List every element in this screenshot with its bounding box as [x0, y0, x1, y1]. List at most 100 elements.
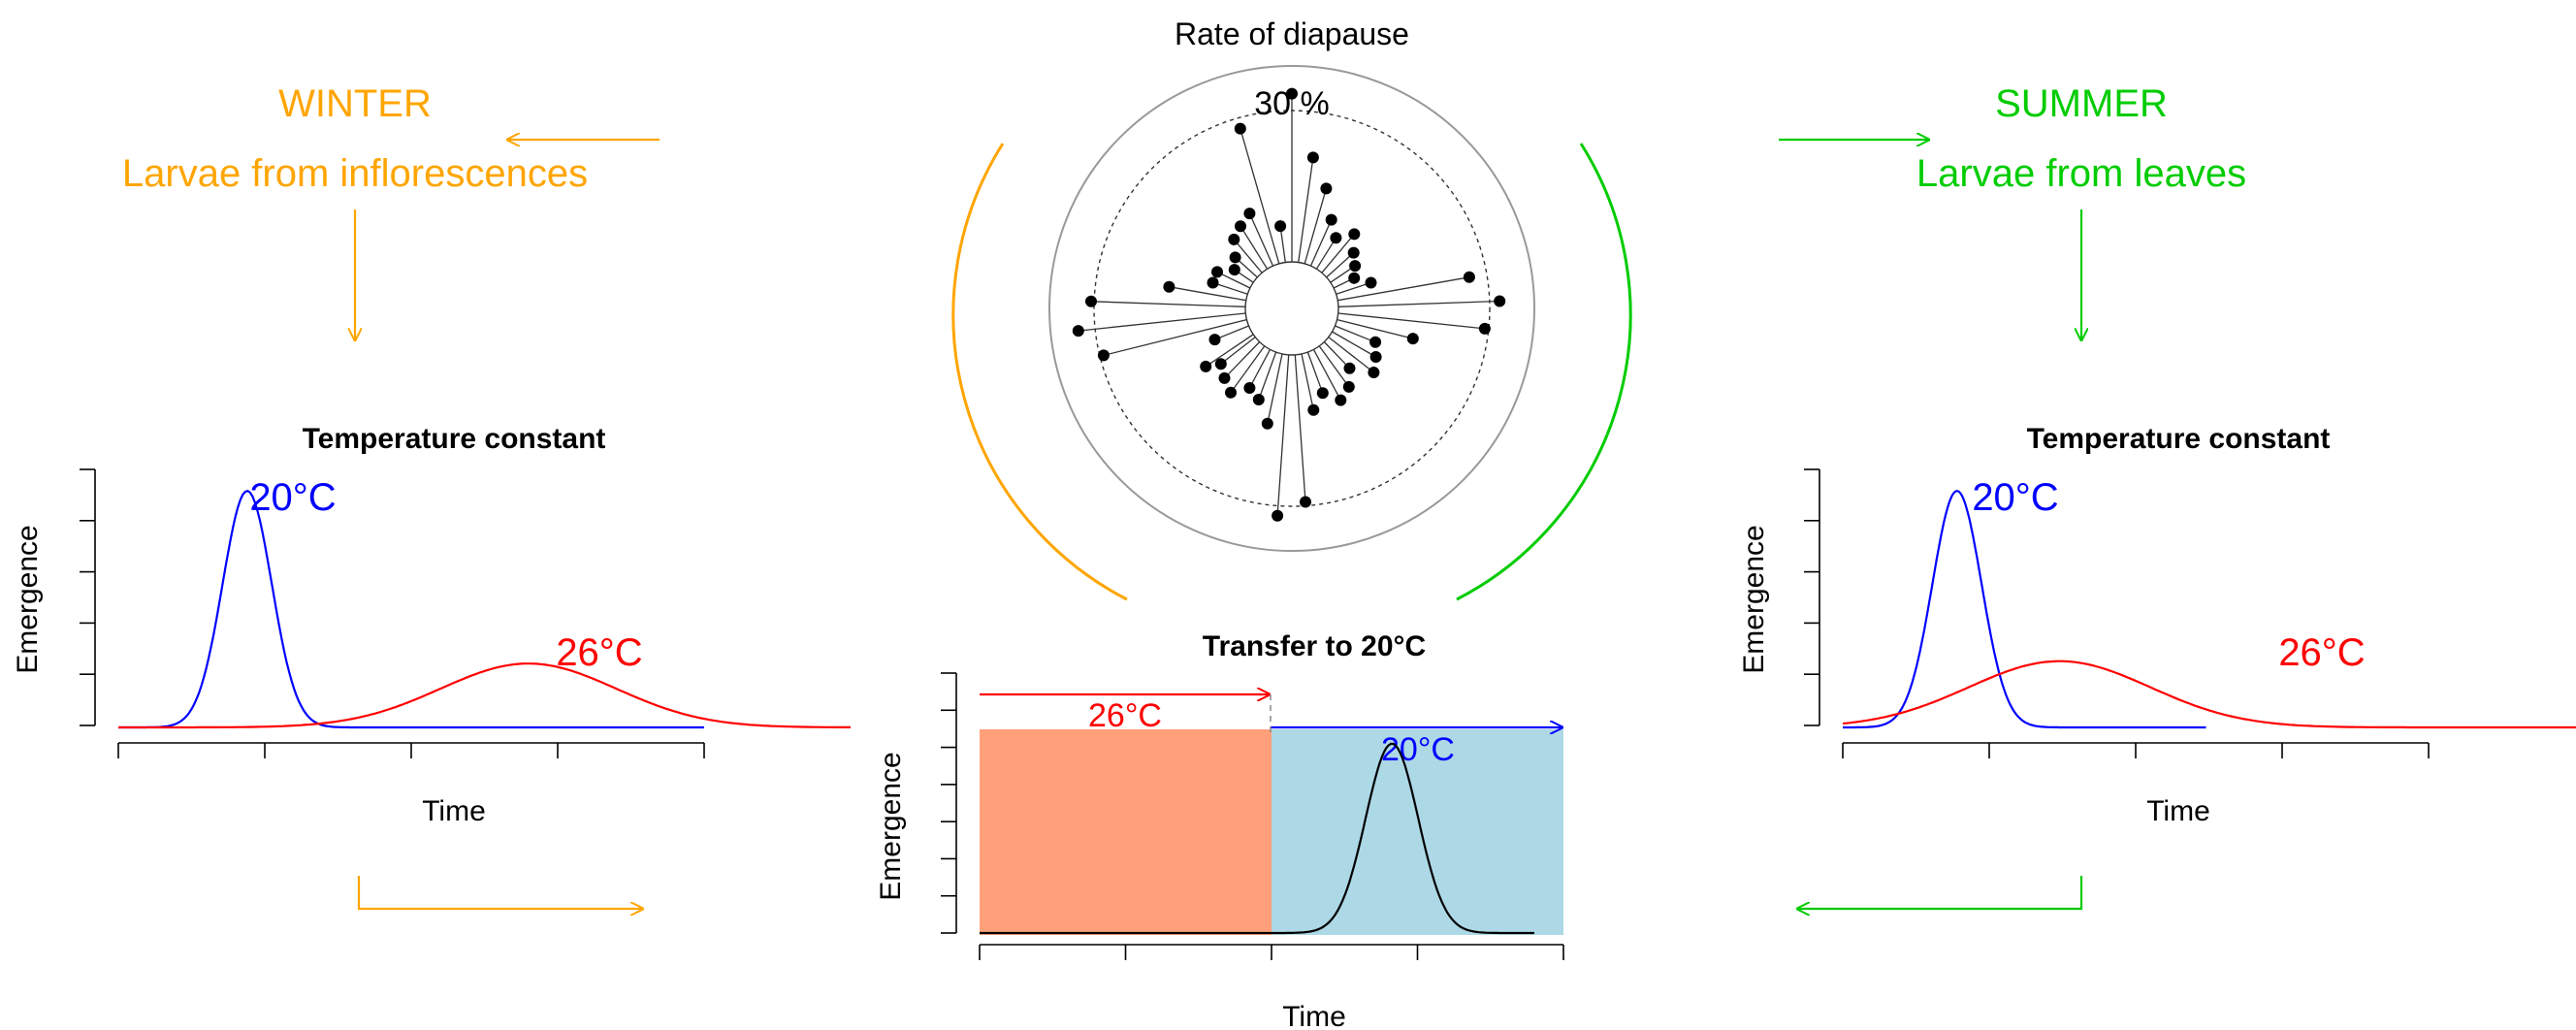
right-chart-title: Temperature constant — [2027, 423, 2331, 455]
radar-point — [1225, 386, 1237, 399]
radar-point — [1272, 509, 1284, 522]
right-x-axis — [1842, 742, 2430, 758]
right-curve-label-26c: 26°C — [2278, 631, 2365, 674]
right-curve-label-20c: 20°C — [1972, 476, 2058, 519]
radar-point — [1325, 213, 1337, 226]
left-series — [118, 489, 851, 729]
radar-spoke — [1169, 286, 1246, 302]
summer-subtitle: Larvae from leaves — [1916, 152, 2246, 195]
radar-spoke — [1301, 353, 1314, 410]
series-line-1 — [1842, 660, 2576, 729]
radar-spoke — [1336, 318, 1413, 339]
radar-outer-ring — [1048, 65, 1535, 552]
center-x-axis — [979, 944, 1564, 960]
radar-point — [1228, 264, 1240, 276]
radar-spoke — [1294, 354, 1306, 502]
radar-spoke — [1312, 349, 1341, 401]
radar-point — [1214, 358, 1227, 370]
radar-point — [1252, 394, 1265, 405]
radar-point — [1406, 333, 1419, 345]
radar-spoke — [1216, 271, 1251, 289]
winter-title: WINTER — [278, 82, 432, 125]
radar-point — [1200, 360, 1212, 372]
center-series — [980, 742, 1534, 935]
radar-spoke — [1332, 331, 1376, 358]
radar-ring-label: 30 % — [1254, 85, 1330, 122]
radar-point — [1243, 382, 1256, 394]
radar-spoke — [1315, 237, 1336, 270]
radar-spoke — [1337, 312, 1485, 330]
radar-point — [1243, 208, 1256, 220]
radar-point — [1369, 351, 1382, 363]
radar-spoke — [1220, 337, 1256, 365]
radar-point — [1316, 387, 1329, 400]
summer-header: SUMMER Larvae from leaves — [1779, 82, 2246, 909]
radar-spoke — [1298, 157, 1314, 263]
radar-spoke — [1267, 353, 1283, 424]
radar-point — [1207, 276, 1219, 289]
radar-point — [1343, 362, 1356, 374]
radar-spoke — [1090, 301, 1246, 307]
radar-point — [1300, 496, 1311, 508]
winter-subtitle: Larvae from inflorescences — [122, 152, 588, 195]
center-chart: Transfer to 20°C 26°C 20°C Time Emergenc… — [875, 630, 1564, 1030]
left-curve-label-20c: 20°C — [249, 476, 336, 519]
radar-spoke — [1103, 318, 1247, 357]
series-line-0 — [980, 742, 1534, 935]
phase-fill-1 — [1272, 729, 1563, 935]
radar-point — [1463, 271, 1475, 283]
radar-spoke — [1276, 354, 1290, 516]
radar-point — [1286, 87, 1298, 100]
right-chart: Temperature constant 20°C 26°C Time Emer… — [1738, 423, 2576, 827]
radar-spoke — [1233, 239, 1263, 274]
radar-title: Rate of diapause — [1175, 16, 1409, 51]
radar-point — [1306, 151, 1319, 164]
radar-point — [1342, 380, 1355, 393]
left-curve-label-26c: 26°C — [556, 631, 642, 674]
radar-spoke — [1205, 334, 1254, 368]
radar-point — [1208, 334, 1221, 346]
radar-point — [1085, 295, 1097, 307]
radar-chart: Rate of diapause 30 % — [1048, 16, 1535, 552]
radar-point — [1274, 220, 1287, 233]
left-y-axis — [80, 468, 96, 726]
left-chart: Temperature constant 20°C 26°C Time Emer… — [12, 423, 851, 827]
radar-spoke — [1318, 345, 1350, 388]
radar-spoke — [1321, 233, 1355, 274]
radar-point — [1320, 182, 1333, 195]
radar-spoke — [1212, 281, 1248, 295]
radar-point — [1335, 394, 1347, 406]
center-phase-label-20c: 20°C — [1381, 731, 1455, 768]
arrow-right-icon — [357, 876, 644, 909]
radar-spoke — [1337, 300, 1500, 307]
radar-spoke — [1258, 351, 1277, 401]
right-y-label: Emergence — [1738, 525, 1770, 673]
radar-point — [1365, 276, 1377, 289]
center-y-axis — [941, 672, 957, 934]
radar-point — [1349, 260, 1362, 273]
radar-spoke — [1335, 325, 1376, 343]
series-line-0 — [118, 489, 704, 729]
radar-spoke — [1337, 276, 1470, 302]
radar-point — [1330, 232, 1342, 244]
summer-title: SUMMER — [1995, 82, 2168, 125]
radar-spoke — [1306, 351, 1324, 394]
radar-spoke — [1224, 341, 1261, 379]
radar-spoke — [1240, 225, 1269, 270]
radar-point — [1211, 266, 1223, 278]
left-chart-title: Temperature constant — [303, 423, 606, 455]
radar-spoke — [1078, 312, 1246, 332]
right-series — [1842, 490, 2576, 729]
radar-point — [1347, 246, 1360, 259]
center-phase-fills — [980, 729, 1563, 935]
right-x-label: Time — [2146, 795, 2210, 827]
radar-point — [1072, 325, 1084, 338]
radar-spoke — [1323, 341, 1350, 370]
winter-header: WINTER Larvae from inflorescences — [122, 82, 660, 909]
radar-spoke — [1326, 252, 1355, 278]
radar-spoke — [1328, 337, 1374, 373]
radar-spoke — [1279, 226, 1286, 263]
radar-point — [1234, 122, 1246, 135]
radar-point — [1348, 228, 1361, 241]
